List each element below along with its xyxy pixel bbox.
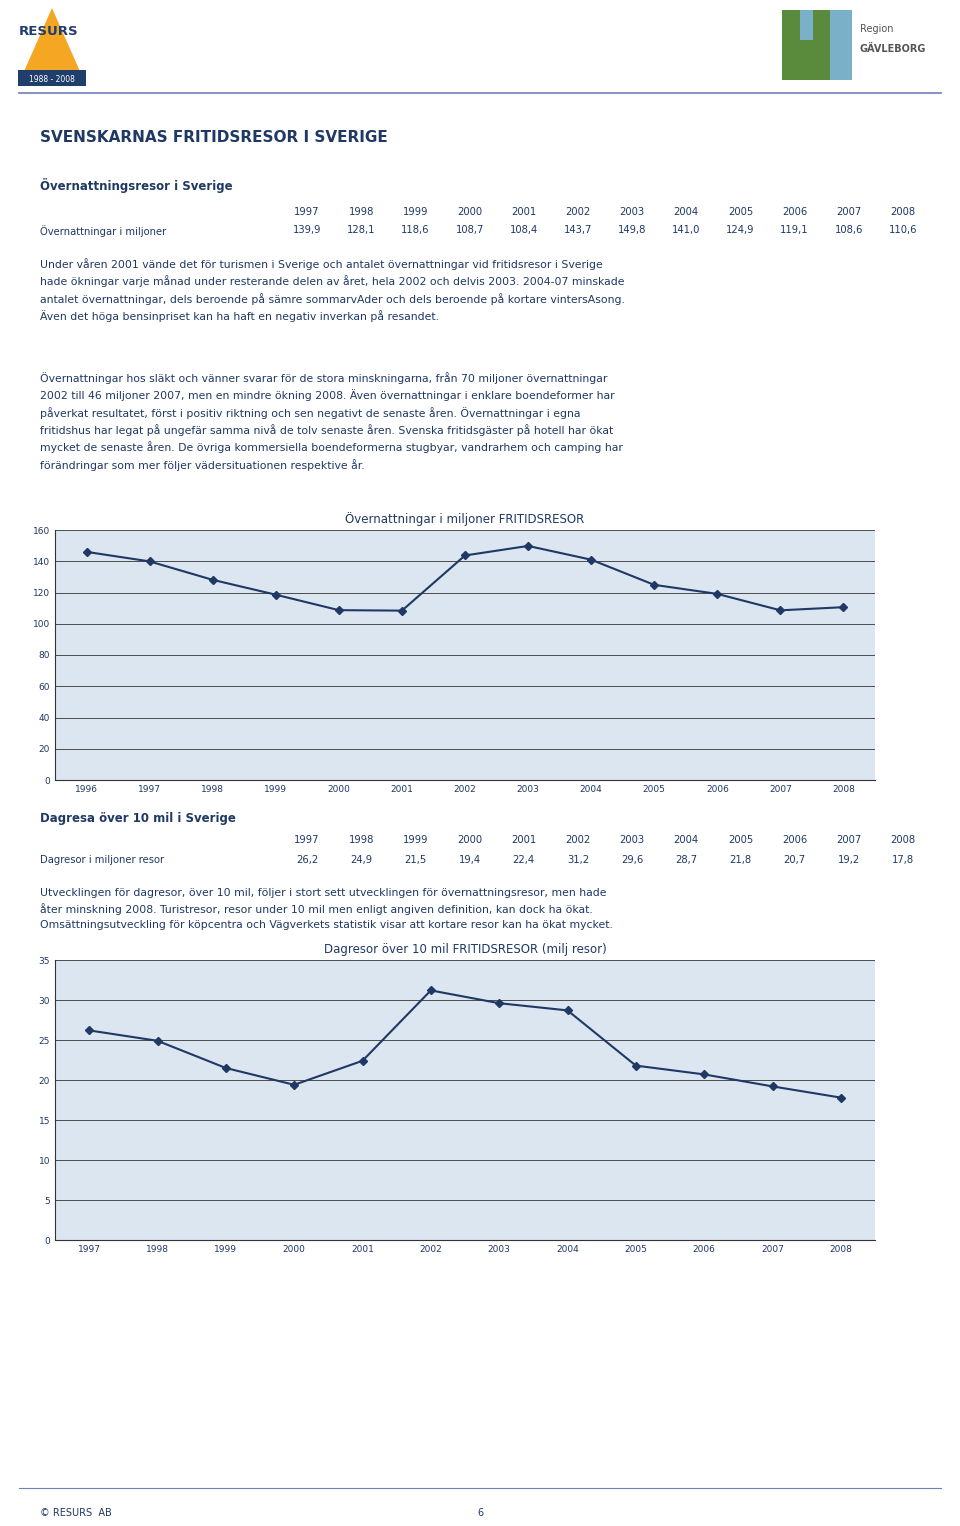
Text: 2004: 2004: [674, 835, 699, 845]
Text: Under våren 2001 vände det för turismen i Sverige och antalet övernattningar vid: Under våren 2001 vände det för turismen …: [40, 258, 625, 322]
Text: 118,6: 118,6: [401, 224, 430, 235]
Text: 2006: 2006: [782, 208, 807, 217]
Text: 149,8: 149,8: [618, 224, 646, 235]
Text: Övernattningar i miljoner: Övernattningar i miljoner: [40, 224, 166, 237]
Text: 6: 6: [477, 1508, 483, 1518]
Text: 1998: 1998: [348, 208, 374, 217]
Text: © RESURS  AB: © RESURS AB: [40, 1508, 111, 1518]
Text: 2005: 2005: [728, 835, 753, 845]
Text: 26,2: 26,2: [296, 855, 318, 865]
Text: 2003: 2003: [619, 835, 645, 845]
Text: 2000: 2000: [457, 835, 482, 845]
Text: 2008: 2008: [890, 208, 916, 217]
Polygon shape: [800, 11, 813, 40]
Text: 141,0: 141,0: [672, 224, 701, 235]
Polygon shape: [830, 11, 852, 79]
Text: Region: Region: [860, 24, 894, 34]
Text: 1998: 1998: [348, 835, 374, 845]
Text: 124,9: 124,9: [726, 224, 755, 235]
Text: Dagresa över 10 mil i Sverige: Dagresa över 10 mil i Sverige: [40, 812, 236, 826]
Text: 2005: 2005: [728, 208, 753, 217]
Text: 31,2: 31,2: [566, 855, 589, 865]
Text: 2003: 2003: [619, 208, 645, 217]
Text: 139,9: 139,9: [293, 224, 322, 235]
Text: 2006: 2006: [782, 835, 807, 845]
Bar: [18, 70, 86, 85]
Title: Dagresor över 10 mil FRITIDSRESOR (milj resor): Dagresor över 10 mil FRITIDSRESOR (milj …: [324, 943, 607, 957]
Text: 19,2: 19,2: [838, 855, 860, 865]
Text: 2004: 2004: [674, 208, 699, 217]
Text: 143,7: 143,7: [564, 224, 592, 235]
Text: 29,6: 29,6: [621, 855, 643, 865]
Polygon shape: [18, 8, 86, 85]
Text: 1999: 1999: [402, 208, 428, 217]
Text: 108,4: 108,4: [510, 224, 538, 235]
Text: 17,8: 17,8: [892, 855, 914, 865]
Text: 2001: 2001: [511, 835, 537, 845]
Text: 2008: 2008: [890, 835, 916, 845]
Text: 21,5: 21,5: [404, 855, 426, 865]
Text: 28,7: 28,7: [675, 855, 697, 865]
Title: Övernattningar i miljoner FRITIDSRESOR: Övernattningar i miljoner FRITIDSRESOR: [346, 513, 585, 526]
Text: Dagresor i miljoner resor: Dagresor i miljoner resor: [40, 855, 164, 865]
Text: 2007: 2007: [836, 835, 861, 845]
Text: 2000: 2000: [457, 208, 482, 217]
Text: 108,7: 108,7: [455, 224, 484, 235]
Text: Övernattningsresor i Sverige: Övernattningsresor i Sverige: [40, 179, 232, 192]
Polygon shape: [782, 11, 830, 79]
Text: 1988 - 2008: 1988 - 2008: [29, 75, 75, 84]
Text: 110,6: 110,6: [889, 224, 917, 235]
Text: 21,8: 21,8: [730, 855, 752, 865]
Text: 1997: 1997: [295, 835, 320, 845]
Text: 2002: 2002: [565, 208, 590, 217]
Text: 2002: 2002: [565, 835, 590, 845]
Text: RESURS: RESURS: [19, 24, 79, 38]
Text: 22,4: 22,4: [513, 855, 535, 865]
Text: 19,4: 19,4: [459, 855, 481, 865]
Text: Övernattningar hos släkt och vänner svarar för de stora minskningarna, från 70 m: Övernattningar hos släkt och vänner svar…: [40, 372, 623, 470]
Text: GÄVLEBORG: GÄVLEBORG: [860, 44, 926, 53]
Text: 119,1: 119,1: [780, 224, 809, 235]
Text: 128,1: 128,1: [347, 224, 375, 235]
Text: SVENSKARNAS FRITIDSRESOR I SVERIGE: SVENSKARNAS FRITIDSRESOR I SVERIGE: [40, 130, 388, 145]
Text: 2001: 2001: [511, 208, 537, 217]
Text: 1997: 1997: [295, 208, 320, 217]
Text: Utvecklingen för dagresor, över 10 mil, följer i stort sett utvecklingen för öve: Utvecklingen för dagresor, över 10 mil, …: [40, 888, 612, 929]
Text: 2007: 2007: [836, 208, 861, 217]
Text: 108,6: 108,6: [834, 224, 863, 235]
Text: 24,9: 24,9: [350, 855, 372, 865]
Text: 1999: 1999: [402, 835, 428, 845]
Text: 20,7: 20,7: [783, 855, 805, 865]
